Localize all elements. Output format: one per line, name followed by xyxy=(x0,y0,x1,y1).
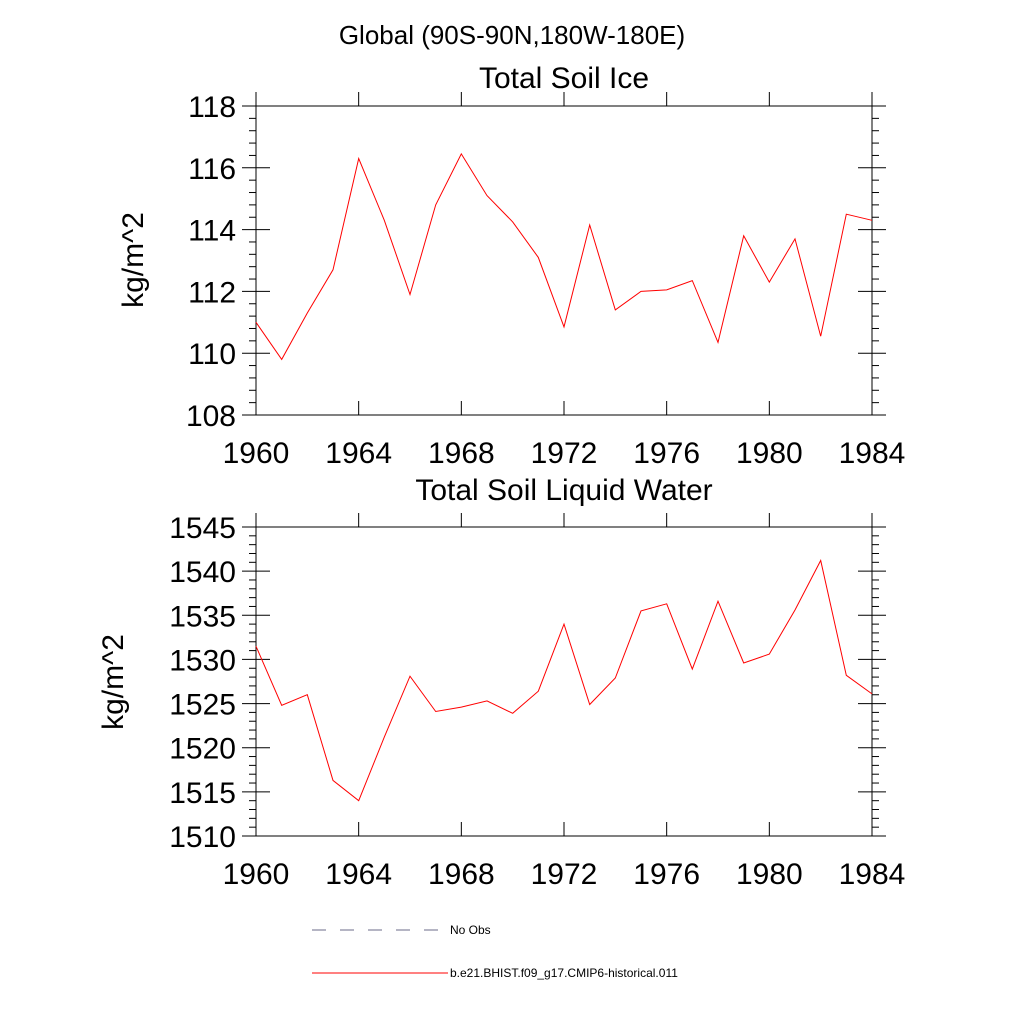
legend: No Obs b.e21.BHIST.f09_g17.CMIP6-historic… xyxy=(312,923,678,980)
y-tick-label: 112 xyxy=(188,276,236,309)
x-tick-label: 1960 xyxy=(223,437,290,470)
x-tick-label: 1968 xyxy=(428,858,495,891)
y-tick-label: 1530 xyxy=(169,644,236,677)
y-tick-label: 1515 xyxy=(169,777,236,810)
figure-suptitle: Global (90S-90N,180W-180E) xyxy=(339,20,685,50)
series-line xyxy=(255,152,873,361)
y-tick-label: 1535 xyxy=(169,600,236,633)
y-tick-label: 1545 xyxy=(169,512,236,545)
x-tick-label: 1984 xyxy=(839,858,906,891)
series-line xyxy=(255,559,873,802)
x-tick-label: 1976 xyxy=(633,858,700,891)
panel-2: Total Soil Liquid Water kg/m^2 1960 1964 196… xyxy=(97,474,905,891)
y-tick-label: 110 xyxy=(188,338,236,371)
y-tick-label: 1510 xyxy=(169,821,236,854)
plot-frame xyxy=(255,526,873,837)
legend-label-2: b.e21.BHIST.f09_g17.CMIP6-historical.011 xyxy=(450,966,678,980)
y-tick-label: 1525 xyxy=(169,689,236,722)
x-tick-label: 1964 xyxy=(325,437,392,470)
x-tick-label: 1984 xyxy=(839,437,906,470)
x-tick-label: 1972 xyxy=(531,437,598,470)
x-tick-label: 1968 xyxy=(428,437,495,470)
y-tick-label: 118 xyxy=(188,91,236,124)
x-tick-label: 1980 xyxy=(736,858,803,891)
y-tick-label: 1540 xyxy=(169,556,236,589)
y-tick-label: 1520 xyxy=(169,733,236,766)
y-tick-label: 114 xyxy=(188,215,236,248)
x-tick-label: 1976 xyxy=(633,437,700,470)
x-tick-label: 1980 xyxy=(736,437,803,470)
x-tick-label: 1960 xyxy=(223,858,290,891)
y-axis-label: kg/m^2 xyxy=(117,212,150,308)
y-axis-label: kg/m^2 xyxy=(97,634,130,730)
panel-title: Total Soil Liquid Water xyxy=(415,474,712,507)
x-tick-label: 1972 xyxy=(531,858,598,891)
x-tick-label: 1964 xyxy=(325,858,392,891)
legend-label-1: No Obs xyxy=(450,923,491,937)
panel-1: Total Soil Ice kg/m^2 1960 1964 1968 1972 1976… xyxy=(117,62,905,470)
y-tick-label: 116 xyxy=(188,153,236,186)
plot-frame xyxy=(255,105,873,416)
panel-title: Total Soil Ice xyxy=(479,62,649,95)
y-tick-label: 108 xyxy=(186,400,236,433)
